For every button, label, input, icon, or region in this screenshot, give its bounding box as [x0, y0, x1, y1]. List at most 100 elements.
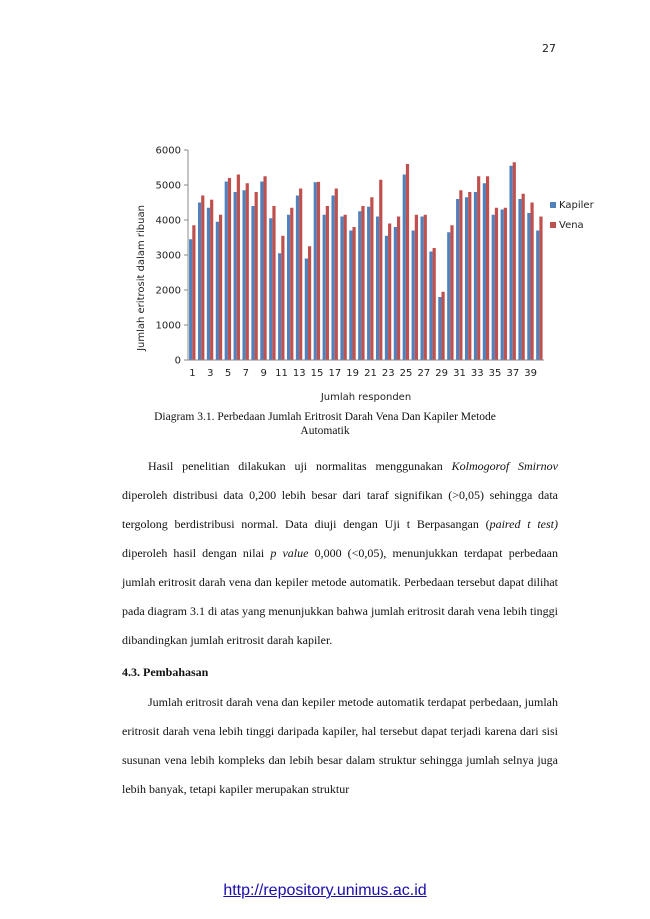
- x-tick-label: 11: [275, 368, 288, 379]
- bar-kapiler-6: [233, 192, 237, 360]
- y-tick-label: 0: [175, 356, 181, 367]
- bar-vena-2: [201, 195, 205, 360]
- bar-vena-20: [361, 206, 365, 360]
- bar-kapiler-38: [518, 199, 522, 360]
- paragraph-results-term-paired: paired t test): [489, 517, 559, 531]
- y-axis-ticks: 0 1000 2000 3000 4000 5000 6000: [156, 146, 188, 367]
- bar-kapiler-25: [402, 174, 406, 360]
- bar-kapiler-18: [340, 216, 344, 360]
- legend-label-vena: Vena: [559, 220, 584, 231]
- bar-vena-35: [494, 207, 499, 360]
- bar-vena-17: [334, 188, 338, 360]
- bar-vena-13: [299, 188, 303, 360]
- x-tick-label: 33: [471, 368, 484, 379]
- bar-kapiler-5: [224, 181, 228, 360]
- bar-vena-36: [503, 207, 507, 360]
- bar-vena-37: [512, 162, 516, 360]
- bar-vena-15: [316, 181, 321, 360]
- bar-vena-16: [325, 206, 329, 360]
- x-tick-label: 39: [524, 368, 537, 379]
- paragraph-results-text-4: 0,000 (<0,05), menunjukkan terdapat perb…: [122, 546, 558, 647]
- bar-vena-14: [307, 246, 312, 360]
- x-tick-label: 31: [453, 368, 466, 379]
- bar-kapiler-28: [429, 251, 433, 360]
- bar-vena-1: [192, 225, 196, 360]
- bar-vena-30: [450, 225, 454, 360]
- bar-vena-3: [210, 199, 214, 360]
- bar-kapiler-23: [384, 235, 389, 360]
- x-tick-label: 19: [346, 368, 359, 379]
- paragraph-results-text-2: diperoleh distribusi data 0,200 lebih be…: [122, 488, 558, 531]
- section-heading: 4.3. Pembahasan: [122, 665, 209, 679]
- bar-kapiler-15: [313, 182, 317, 360]
- x-tick-label: 5: [225, 368, 231, 379]
- bar-kapiler-20: [358, 211, 362, 360]
- bar-kapiler-9: [260, 181, 264, 360]
- bar-vena-32: [468, 192, 472, 360]
- x-tick-label: 35: [489, 368, 502, 379]
- bar-kapiler-22: [375, 216, 380, 360]
- bar-kapiler-40: [536, 230, 540, 360]
- bar-vena-23: [388, 223, 392, 360]
- x-tick-label: 13: [293, 368, 306, 379]
- y-tick-label: 4000: [156, 216, 181, 227]
- bar-kapiler-34: [482, 183, 486, 360]
- bar-vena-22: [379, 179, 383, 360]
- bar-vena-4: [218, 214, 223, 360]
- x-axis-ticks: 1 3 5 7 9 11 13 15 17 19 21 23 25 27 29 31 33 35 37 39: [189, 368, 537, 379]
- bar-vena-6: [236, 174, 240, 360]
- x-tick-label: 15: [311, 368, 324, 379]
- paragraph-results-term-pvalue: p value: [270, 546, 309, 560]
- bar-vena-33: [477, 176, 481, 360]
- x-tick-label: 21: [364, 368, 377, 379]
- bar-vena-8: [254, 192, 258, 360]
- bar-vena-38: [521, 193, 525, 360]
- bar-vena-31: [459, 190, 463, 360]
- legend-swatch-vena: [550, 222, 556, 228]
- bar-kapiler-30: [447, 232, 451, 360]
- bar-kapiler-8: [251, 206, 255, 360]
- x-tick-label: 3: [207, 368, 213, 379]
- bar-vena-39: [530, 202, 534, 360]
- bar-kapiler-10: [269, 218, 273, 360]
- bar-vena-34: [485, 176, 490, 360]
- bar-vena-9: [263, 176, 267, 360]
- bar-kapiler-13: [295, 195, 300, 360]
- bar-vena-21: [370, 197, 374, 360]
- bar-kapiler-31: [456, 199, 460, 360]
- paragraph-results-term-kolmogorof: Kolmogorof Smirnov: [451, 459, 559, 473]
- x-tick-label: 37: [506, 368, 519, 379]
- bar-kapiler-11: [278, 253, 282, 360]
- bar-vena-25: [405, 164, 410, 360]
- bar-kapiler-3: [206, 207, 211, 360]
- bar-kapiler-2: [197, 202, 202, 360]
- bar-kapiler-4: [215, 221, 219, 360]
- bar-kapiler-12: [286, 214, 291, 360]
- bar-kapiler-37: [509, 165, 513, 360]
- bar-kapiler-36: [500, 209, 504, 360]
- caption-line-2: Automatik: [300, 425, 350, 437]
- bar-kapiler-29: [438, 297, 442, 360]
- page-number: 27: [542, 42, 556, 55]
- x-tick-label: 29: [435, 368, 448, 379]
- bar-kapiler-17: [331, 195, 335, 360]
- legend: Kapiler Vena: [550, 200, 595, 231]
- bar-kapiler-32: [464, 197, 469, 360]
- y-tick-label: 1000: [156, 321, 181, 332]
- bar-kapiler-7: [242, 190, 246, 360]
- bar-chart: 0 1000 2000 3000 4000 5000 6000 1 3 5 7 9 11 13 15 17 1…: [126, 138, 596, 406]
- bar-kapiler-33: [473, 192, 478, 360]
- bar-kapiler-39: [527, 213, 531, 360]
- x-tick-label: 23: [382, 368, 395, 379]
- caption-line-1: Diagram 3.1. Perbedaan Jumlah Eritrosit …: [154, 411, 496, 423]
- bar-kapiler-1: [189, 239, 193, 360]
- x-tick-label: 27: [417, 368, 430, 379]
- bar-vena-7: [245, 183, 249, 360]
- bar-vena-18: [343, 214, 347, 360]
- bars: [189, 162, 543, 360]
- y-tick-label: 3000: [156, 251, 181, 262]
- bar-kapiler-16: [322, 214, 326, 360]
- footer-repository-link[interactable]: http://repository.unimus.ac.id: [223, 882, 427, 899]
